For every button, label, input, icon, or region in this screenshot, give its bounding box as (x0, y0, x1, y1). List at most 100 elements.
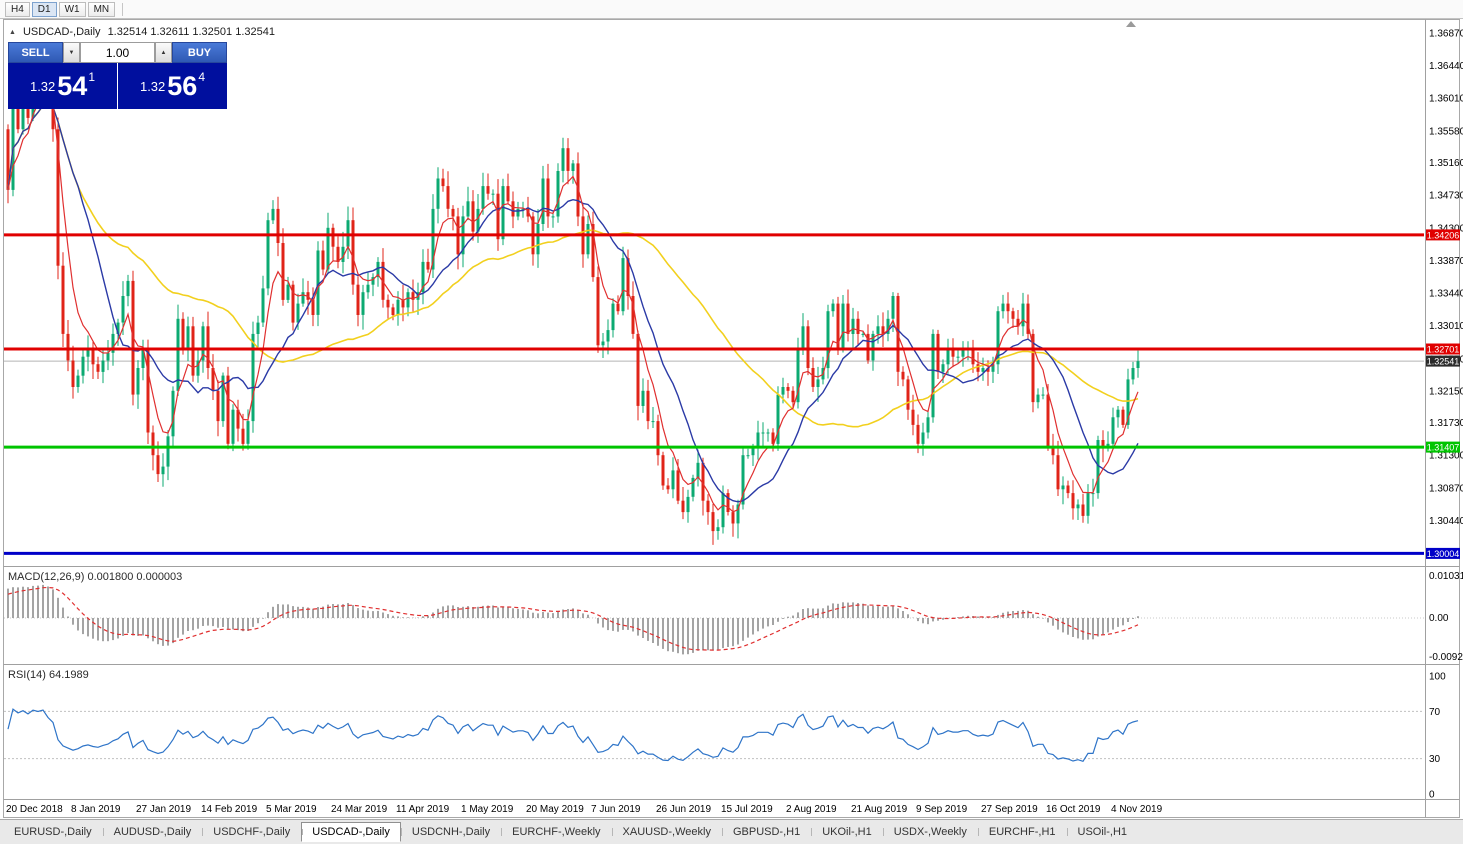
candle-body (831, 303, 835, 312)
candle-body (271, 208, 275, 221)
candle-body (876, 326, 880, 334)
toolbar-separator (122, 2, 124, 16)
buy-price-display[interactable]: 1.32 56 4 (118, 63, 227, 109)
candle-body (536, 224, 540, 255)
volume-increase-button[interactable]: ▲ (155, 42, 172, 63)
candle-body (701, 462, 705, 501)
tab-usdcnh-daily[interactable]: USDCNH-,Daily (400, 822, 501, 842)
tab-usdx-weekly[interactable]: USDX-,Weekly (882, 822, 978, 842)
time-axis-label: 4 Nov 2019 (1111, 804, 1163, 815)
candle-body (956, 356, 960, 358)
level-price-tag-label: 1.34206 (1427, 230, 1460, 240)
level-price-tag-label: 1.31407 (1427, 443, 1460, 453)
candle-body (86, 349, 90, 357)
rsi-axis-label: 0 (1429, 790, 1435, 801)
rsi-line (7, 708, 1139, 763)
tab-eurusd-daily[interactable]: EURUSD-,Daily (14, 826, 92, 838)
candle-body (106, 352, 110, 361)
candle-body (421, 261, 425, 293)
candle-body (826, 311, 830, 369)
candle-body (256, 322, 260, 334)
candle-body (1086, 493, 1090, 516)
candle-body (736, 504, 740, 524)
price-tick-label: 1.33010 (1429, 321, 1463, 332)
price-tick-label: 1.34300 (1429, 223, 1463, 234)
candle-body (191, 326, 195, 376)
candle-body (291, 284, 295, 323)
candle-body (276, 208, 280, 243)
tab-usoil-h1[interactable]: USOil-,H1 (1066, 822, 1139, 842)
candle-body (1041, 394, 1045, 396)
candle-body (606, 330, 610, 342)
candle-body (476, 208, 480, 232)
timeframe-h4-button[interactable]: H4 (5, 1, 30, 17)
price-tick-label: 1.36870 (1429, 29, 1463, 40)
level-price-tag (1426, 343, 1460, 355)
candle-body (986, 368, 990, 372)
candle-body (621, 258, 625, 312)
tab-eurchf-h1[interactable]: EURCHF-,H1 (977, 822, 1067, 842)
time-axis-label: 14 Feb 2019 (201, 804, 258, 815)
buy-price-sup: 4 (198, 70, 206, 84)
candle-body (176, 318, 180, 391)
tab-eurchf-weekly[interactable]: EURCHF-,Weekly (501, 822, 611, 842)
tab-usdchf-daily[interactable]: USDCHF-,Daily (202, 822, 301, 842)
candle-body (731, 512, 735, 524)
candle-body (121, 296, 125, 323)
volume-decrease-button[interactable]: ▼ (63, 42, 80, 63)
timeframe-w1-button[interactable]: W1 (58, 1, 86, 17)
chart-symbol-label: USDCAD-,Daily (22, 26, 101, 38)
timeframe-mn-button[interactable]: MN (87, 1, 116, 17)
candle-body (686, 496, 690, 513)
candle-body (471, 201, 475, 232)
level-price-tag-label: 1.32701 (1427, 345, 1460, 355)
candle-body (651, 421, 655, 423)
time-axis-label: 26 Jun 2019 (656, 804, 711, 815)
candle-body (961, 349, 965, 357)
candle-body (136, 368, 140, 395)
tab-gbpusd-h1[interactable]: GBPUSD-,H1 (721, 822, 811, 842)
volume-input[interactable] (80, 42, 155, 63)
candle-body (411, 292, 415, 300)
timeframe-d1-button[interactable]: D1 (31, 1, 57, 17)
candle-body (871, 333, 875, 361)
candle-body (516, 208, 520, 217)
chart-window-border (3, 19, 1460, 818)
candle-body (221, 375, 225, 422)
trade-prices-row: 1.32 54 1 1.32 56 4 (8, 63, 227, 109)
tab-ukoil-h1[interactable]: UKOil-,H1 (811, 822, 883, 842)
time-axis-label: 7 Jun 2019 (591, 804, 641, 815)
candle-body (6, 129, 10, 190)
sell-button[interactable]: SELL (8, 42, 63, 63)
candle-body (566, 148, 570, 171)
price-tick-label: 1.30440 (1429, 516, 1463, 527)
rsi-axis-label: 30 (1429, 754, 1441, 765)
candle-body (1031, 333, 1035, 403)
tab-xauusd-weekly[interactable]: XAUUSD-,Weekly (611, 822, 722, 842)
candle-body (891, 296, 895, 319)
tab-audusd-daily[interactable]: AUDUSD-,Daily (102, 822, 203, 842)
price-tick-label: 1.34730 (1429, 191, 1463, 202)
candle-body (571, 163, 575, 171)
time-axis-label: 27 Jan 2019 (136, 804, 191, 815)
time-axis[interactable]: 20 Dec 2018 8 Jan 2019 27 Jan 2019 14 Feb 2… (6, 804, 1163, 815)
candle-body (886, 318, 890, 334)
price-tick-label: 1.33870 (1429, 256, 1463, 267)
tab-usdcad-daily[interactable]: USDCAD-,Daily (301, 822, 401, 842)
candle-body (641, 390, 645, 406)
candle-body (501, 186, 505, 240)
candle-body (991, 364, 995, 372)
sell-price-display[interactable]: 1.32 54 1 (8, 63, 117, 109)
candle-body (761, 432, 765, 434)
candle-body (141, 349, 145, 368)
buy-button[interactable]: BUY (172, 42, 227, 63)
macd-axis-label: 0.010311 (1429, 571, 1463, 582)
candle-body (681, 500, 685, 513)
current-price-tag-label: 1.32541 (1427, 357, 1460, 367)
sell-price-prefix: 1.32 (29, 78, 56, 94)
level-price-tag-label: 1.30004 (1427, 549, 1460, 559)
candle-body (921, 432, 925, 444)
one-click-toggle-icon[interactable]: ▲ (9, 28, 16, 36)
candle-body (161, 466, 165, 475)
candle-body (671, 470, 675, 490)
